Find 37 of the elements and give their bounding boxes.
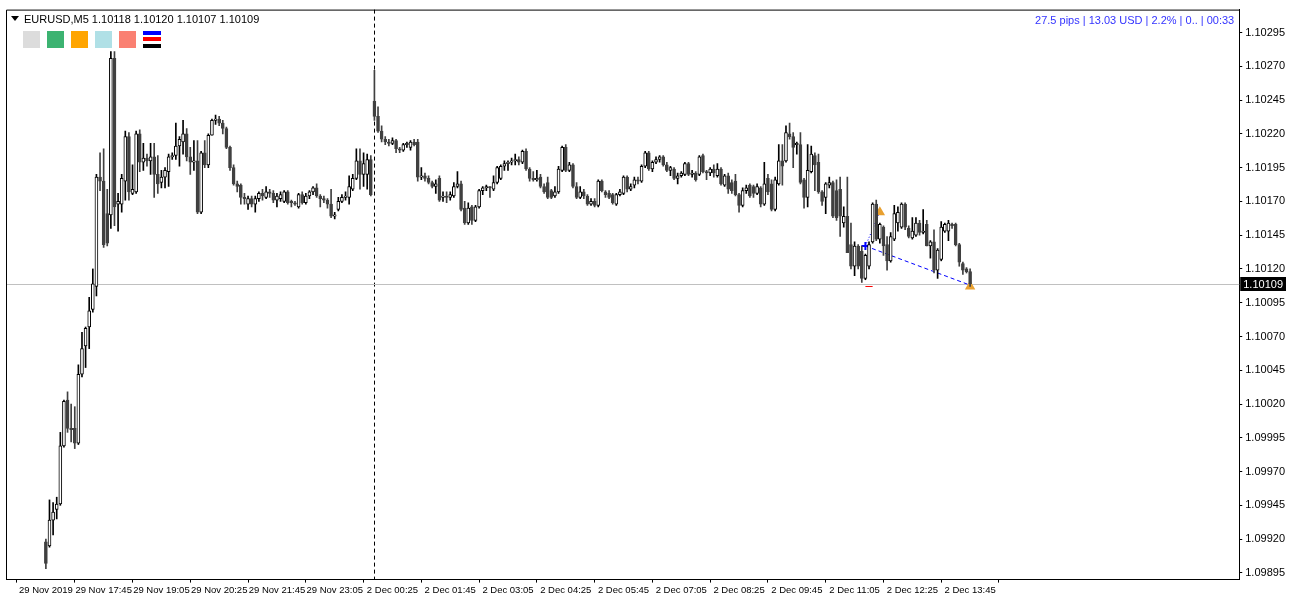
y-tick-label: 1.10145 <box>1245 228 1285 241</box>
y-tick-label: 1.10245 <box>1245 93 1285 106</box>
x-tick-label: 2 Dec 12:25 <box>886 583 938 595</box>
y-tick-label: 1.09920 <box>1245 532 1285 545</box>
y-tick-label: 1.10095 <box>1245 295 1285 308</box>
x-tick-label: 2 Dec 03:05 <box>482 583 534 595</box>
x-tick-label: 2 Dec 11:05 <box>829 583 880 595</box>
x-tick-label: 2 Dec 01:45 <box>424 583 476 595</box>
x-tick-label: 29 Nov 2019 <box>18 583 73 595</box>
y-tick-label: 1.10070 <box>1245 329 1285 342</box>
x-tick-label: 29 Nov 17:45 <box>75 583 132 595</box>
x-tick-label: 29 Nov 21:45 <box>248 583 306 595</box>
x-tick-label: 29 Nov 23:05 <box>306 583 363 595</box>
y-tick-label: 1.10220 <box>1245 126 1285 139</box>
y-tick-label: 1.10270 <box>1245 59 1285 72</box>
x-tick-label: 2 Dec 04:25 <box>540 583 592 595</box>
x-tick-label: 2 Dec 00:25 <box>366 583 419 595</box>
y-tick-label: 1.10120 <box>1245 261 1285 274</box>
x-tick-label: 2 Dec 09:45 <box>771 583 823 595</box>
ref-line-label: 1.10109 <box>1243 277 1283 290</box>
x-tick-label: 2 Dec 08:25 <box>713 583 765 595</box>
annotation: 27.5 pips | 13.03 USD | 2.2% | 0.. | 00:33 <box>1035 13 1235 26</box>
y-tick-label: 1.10295 <box>1245 25 1285 38</box>
y-tick-label: 1.10045 <box>1245 363 1285 376</box>
x-tick-label: 2 Dec 13:45 <box>944 583 996 595</box>
x-tick-label: 2 Dec 07:05 <box>655 583 707 595</box>
y-tick-label: 1.09970 <box>1245 464 1285 477</box>
x-tick-label: 29 Nov 19:05 <box>133 583 190 595</box>
y-tick-label: 1.10195 <box>1245 160 1285 173</box>
chart-title: EURUSD,M5 1.10118 1.10120 1.10107 1.10109 <box>24 12 260 25</box>
y-tick-label: 1.09995 <box>1245 430 1285 443</box>
y-tick-label: 1.10020 <box>1245 397 1285 410</box>
y-tick-label: 1.10170 <box>1245 194 1285 207</box>
x-tick-label: 29 Nov 20:25 <box>190 583 248 595</box>
y-tick-label: 1.09945 <box>1245 498 1285 511</box>
y-tick-label: 1.09895 <box>1245 565 1285 578</box>
x-tick-label: 2 Dec 05:45 <box>597 583 650 595</box>
